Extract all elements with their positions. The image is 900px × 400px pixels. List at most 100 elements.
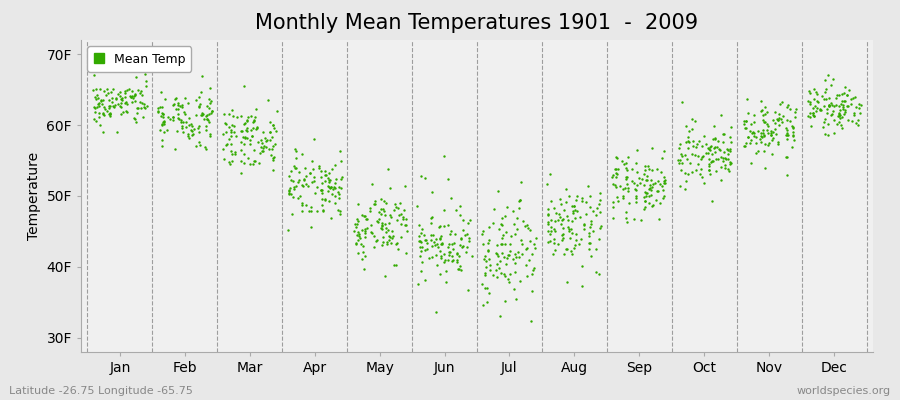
Point [658, 180, 672, 186]
Point [610, 194, 625, 200]
Point [269, 128, 284, 135]
Point [322, 177, 337, 184]
Point [495, 214, 509, 221]
Point [356, 242, 371, 249]
Point [747, 130, 761, 136]
Point [432, 236, 446, 242]
Point [774, 116, 788, 122]
Point [801, 113, 815, 120]
Point [364, 230, 379, 236]
Point [128, 91, 142, 98]
Point [690, 140, 705, 147]
Point [169, 128, 184, 134]
Point [384, 228, 399, 234]
Point [766, 117, 780, 123]
Point [234, 147, 248, 154]
Point [843, 101, 858, 107]
Point [320, 175, 335, 181]
Point [331, 189, 346, 196]
Point [393, 221, 408, 228]
Point [350, 218, 365, 224]
Point [682, 139, 697, 145]
Point [460, 243, 474, 250]
Point [785, 122, 799, 129]
Point [645, 166, 660, 173]
Point [780, 130, 795, 137]
Point [702, 160, 716, 167]
Point [374, 242, 389, 248]
Point [500, 204, 514, 211]
Point [779, 136, 794, 142]
Point [118, 94, 132, 100]
Point [705, 157, 719, 164]
Point [374, 211, 388, 217]
Point [456, 243, 471, 250]
Point [263, 129, 277, 136]
Point [523, 238, 537, 244]
Point [204, 98, 219, 104]
Point [314, 174, 328, 180]
Point [639, 193, 653, 200]
Point [547, 205, 562, 211]
Point [153, 104, 167, 110]
Point [431, 224, 446, 230]
Point [202, 130, 217, 137]
Point [852, 105, 867, 112]
Point [506, 208, 520, 215]
Point [834, 114, 849, 120]
Point [678, 186, 692, 192]
Point [822, 103, 836, 109]
Point [565, 230, 580, 237]
Point [651, 188, 665, 195]
Point [374, 206, 389, 212]
Point [811, 99, 825, 105]
Point [638, 204, 652, 211]
Point [242, 140, 256, 147]
Point [247, 158, 261, 164]
Point [645, 145, 660, 151]
Point [551, 241, 565, 248]
Point [685, 126, 699, 132]
Point [475, 302, 490, 309]
Point [644, 187, 659, 193]
Point [292, 168, 307, 175]
Point [439, 268, 454, 274]
Point [814, 107, 828, 113]
Point [452, 253, 466, 259]
Point [841, 103, 855, 109]
Point [420, 239, 435, 246]
Point [370, 218, 384, 224]
Point [686, 138, 700, 144]
Point [637, 206, 652, 212]
Point [441, 257, 455, 264]
Point [779, 104, 794, 110]
Point [679, 123, 693, 129]
Point [169, 106, 184, 112]
Point [679, 178, 693, 184]
Point [450, 250, 464, 256]
Point [541, 219, 555, 226]
Point [331, 195, 346, 201]
Y-axis label: Temperature: Temperature [27, 152, 40, 240]
Point [616, 193, 630, 200]
Point [593, 209, 608, 216]
Point [119, 98, 133, 105]
Point [851, 101, 866, 107]
Point [706, 158, 720, 164]
Point [385, 235, 400, 242]
Point [237, 82, 251, 89]
Point [256, 129, 271, 135]
Point [688, 152, 702, 159]
Point [463, 216, 477, 223]
Point [475, 281, 490, 287]
Point [240, 114, 255, 120]
Point [265, 145, 279, 152]
Point [481, 247, 495, 253]
Point [626, 180, 641, 186]
Point [248, 158, 262, 164]
Point [223, 133, 238, 139]
Point [681, 133, 696, 140]
Point [246, 119, 260, 125]
Point [381, 227, 395, 233]
Point [310, 208, 324, 214]
